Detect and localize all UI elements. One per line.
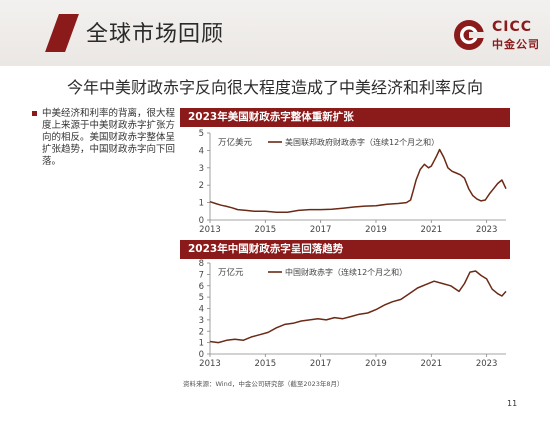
x-tick-label: 2015 [255, 225, 277, 235]
y-tick-label: 0 [199, 350, 204, 360]
page-title: 全球市场回顾 [86, 22, 225, 47]
slide-subtitle: 今年中美财政赤字反向很大程度造成了中美经济和利率反向 [66, 78, 483, 97]
legend-label: 中国财政赤字（连续12个月之和） [285, 267, 407, 277]
bullet-item: 中美经济和利率的背离，很大程度上来源于中美财政赤字扩张方向的相反。美国财政赤字整… [42, 108, 176, 167]
series-line [209, 270, 507, 344]
x-tick-label: 2015 [255, 359, 277, 369]
chart-china-deficit: 01 234 56 78 2013 2015 2017 2019 2021 2023 万亿元 中国财政… [199, 259, 507, 369]
x-tick-label: 2019 [365, 225, 387, 235]
x-tick-label: 2013 [199, 225, 221, 235]
bullet-list: 中美经济和利率的背离，很大程度上来源于中美财政赤字扩张方向的相反。美国财政赤字整… [32, 108, 177, 168]
legend-label: 美国联邦政府财政赤字（连续12个月之和） [285, 137, 439, 147]
x-tick-label: 2017 [310, 225, 332, 235]
y-tick-label: 1 [199, 339, 204, 349]
source-note: 资料来源：Wind，中金公司研究部（截至2023年8月） [183, 380, 344, 388]
y-tick-label: 0 [199, 216, 204, 226]
y-tick-label: 4 [199, 146, 204, 156]
chart2-title-bar: 2023年中国财政赤字呈回落趋势 [180, 240, 510, 259]
x-tick-label: 2013 [199, 359, 221, 369]
cicc-logo: CICC 中金公司 [452, 18, 542, 52]
x-tick-label: 2017 [310, 359, 332, 369]
cicc-logo-icon [454, 20, 485, 50]
chart-us-deficit: 0 1 2 3 4 5 2013 2015 2017 2019 2021 2023 万亿美元 美国联邦政府… [199, 129, 507, 235]
x-tick-label: 2021 [420, 359, 442, 369]
x-tick-label: 2019 [365, 359, 387, 369]
y-tick-label: 3 [199, 316, 204, 326]
y-tick-label: 3 [199, 164, 204, 174]
y-tick-label: 5 [199, 129, 204, 139]
x-tick-label: 2021 [420, 225, 442, 235]
logo-text-en: CICC [492, 19, 533, 35]
y-tick-label: 8 [199, 259, 204, 269]
y-tick-label: 4 [199, 305, 204, 315]
y-tick-label: 2 [199, 181, 204, 191]
x-tick-label: 2023 [476, 359, 498, 369]
y-tick-label: 2 [199, 327, 204, 337]
chart1-title-bar: 2023年美国财政赤字整体重新扩张 [180, 108, 510, 127]
unit-label: 万亿元 [218, 267, 244, 278]
series-line [209, 148, 507, 213]
logo-text-cn: 中金公司 [492, 38, 540, 51]
page-number: 11 [507, 399, 518, 408]
bullet-marker [32, 111, 37, 116]
unit-label: 万亿美元 [218, 137, 253, 148]
y-tick-label: 6 [199, 282, 204, 292]
x-tick-label: 2023 [476, 225, 498, 235]
y-tick-label: 5 [199, 293, 204, 303]
y-tick-label: 1 [199, 199, 204, 209]
y-tick-label: 7 [199, 270, 204, 280]
